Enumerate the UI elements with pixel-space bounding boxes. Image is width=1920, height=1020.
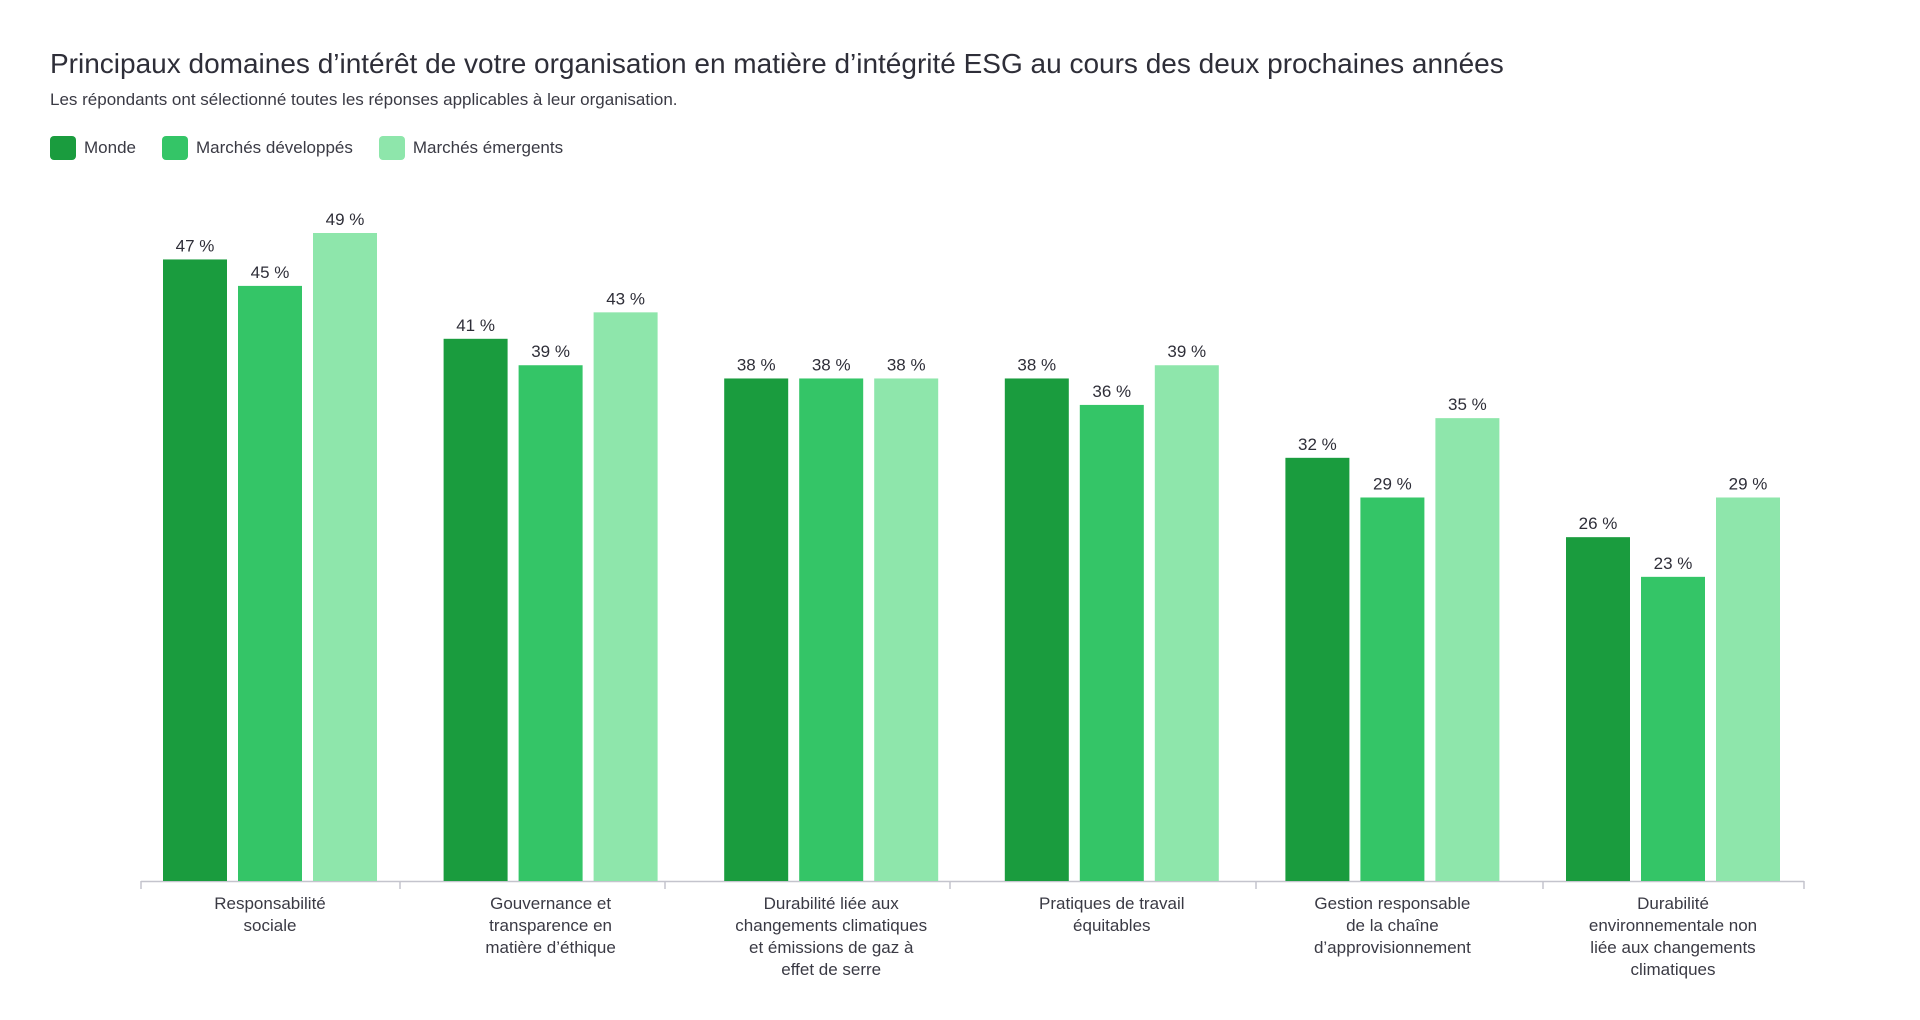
bar-value-label: 47 % [176, 236, 215, 255]
chart-legend: Monde Marchés développés Marchés émergen… [50, 136, 563, 160]
bar [238, 285, 302, 881]
bar-value-label: 39 % [531, 342, 570, 361]
bar [443, 338, 508, 882]
bar [1285, 457, 1350, 881]
bar-value-label: 29 % [1373, 474, 1412, 493]
bar-value-label: 36 % [1092, 382, 1131, 401]
bar [313, 233, 377, 881]
bar [1566, 537, 1630, 881]
bar-value-label: 49 % [326, 210, 365, 229]
category-label-line: Responsabilité [214, 894, 326, 913]
category-label-line: équitables [1073, 916, 1151, 935]
legend-label-monde: Monde [84, 138, 136, 157]
bar-value-label: 38 % [737, 355, 776, 374]
legend-item-marches-emergents: Marchés émergents [378, 136, 564, 160]
bar [1004, 378, 1069, 881]
category-label-line: sociale [244, 916, 297, 935]
bar-value-label: 38 % [1017, 355, 1056, 374]
legend-swatch-marches-emergents [378, 136, 405, 160]
category-label: Pratiques de travail équitables [1039, 894, 1185, 935]
category-label-line: d’approvisionnement [1314, 938, 1471, 957]
bar [1641, 576, 1705, 881]
bar [1154, 365, 1219, 882]
bar [1435, 418, 1500, 881]
category-label: Gestion responsable de la chaîne d’approvi… [1314, 894, 1471, 957]
bar-value-label: 41 % [456, 316, 495, 335]
chart-title: Principaux domaines d’intérêt de votre o… [50, 48, 1504, 79]
category-label-line: Gouvernance et [490, 894, 611, 913]
bar-value-label: 38 % [812, 355, 851, 374]
bar-value-label: 45 % [251, 263, 290, 282]
category-label-line: et émissions de gaz à [749, 938, 914, 957]
legend-label-marches-developpes: Marchés développés [195, 138, 353, 157]
bar [593, 312, 658, 881]
category-label-line: climatiques [1630, 960, 1715, 979]
category-label-line: Gestion responsable [1314, 894, 1470, 913]
legend-item-marches-developpes: Marchés développés [161, 136, 353, 160]
bar [874, 378, 939, 881]
category-label: Gouvernance et transparence en matière d’é… [485, 894, 615, 957]
category-label-line: changements climatiques [735, 916, 927, 935]
legend-swatch-monde [50, 136, 76, 160]
bar-value-label: 38 % [887, 355, 926, 374]
chart-subtitle: Les répondants ont sélectionné toutes le… [50, 90, 678, 109]
category-label: Durabilité liée aux changements climatiqu… [735, 894, 927, 979]
bar [1079, 404, 1144, 881]
category-label-line: Pratiques de travail [1039, 894, 1185, 913]
bar-value-label: 39 % [1167, 342, 1206, 361]
bar [1360, 497, 1425, 881]
category-label: Durabilité environnementale non liée aux c… [1589, 894, 1757, 979]
category-label: Responsabilité sociale [214, 894, 326, 935]
bar [799, 378, 864, 881]
bar [724, 378, 789, 881]
bar [518, 365, 583, 882]
legend-item-monde: Monde [50, 136, 136, 160]
bar [1716, 497, 1780, 881]
bar-value-label: 43 % [606, 289, 645, 308]
category-label-line: Durabilité liée aux [764, 894, 900, 913]
category-label-line: environnementale non [1589, 916, 1757, 935]
category-label-line: Durabilité [1637, 894, 1709, 913]
category-label-line: transparence en [489, 916, 612, 935]
legend-label-marches-emergents: Marchés émergents [412, 138, 564, 157]
category-label-line: liée aux changements [1590, 938, 1755, 957]
bar-value-label: 35 % [1448, 395, 1487, 414]
category-label-line: de la chaîne [1346, 916, 1439, 935]
bar-value-label: 29 % [1729, 474, 1768, 493]
category-label-line: effet de serre [781, 960, 881, 979]
legend-swatch-marches-developpes [161, 136, 188, 160]
bar-value-label: 32 % [1298, 435, 1337, 454]
bar-value-label: 23 % [1654, 554, 1693, 573]
bar [163, 259, 227, 881]
category-label-line: matière d’éthique [485, 938, 615, 957]
bar-value-label: 26 % [1579, 514, 1618, 533]
